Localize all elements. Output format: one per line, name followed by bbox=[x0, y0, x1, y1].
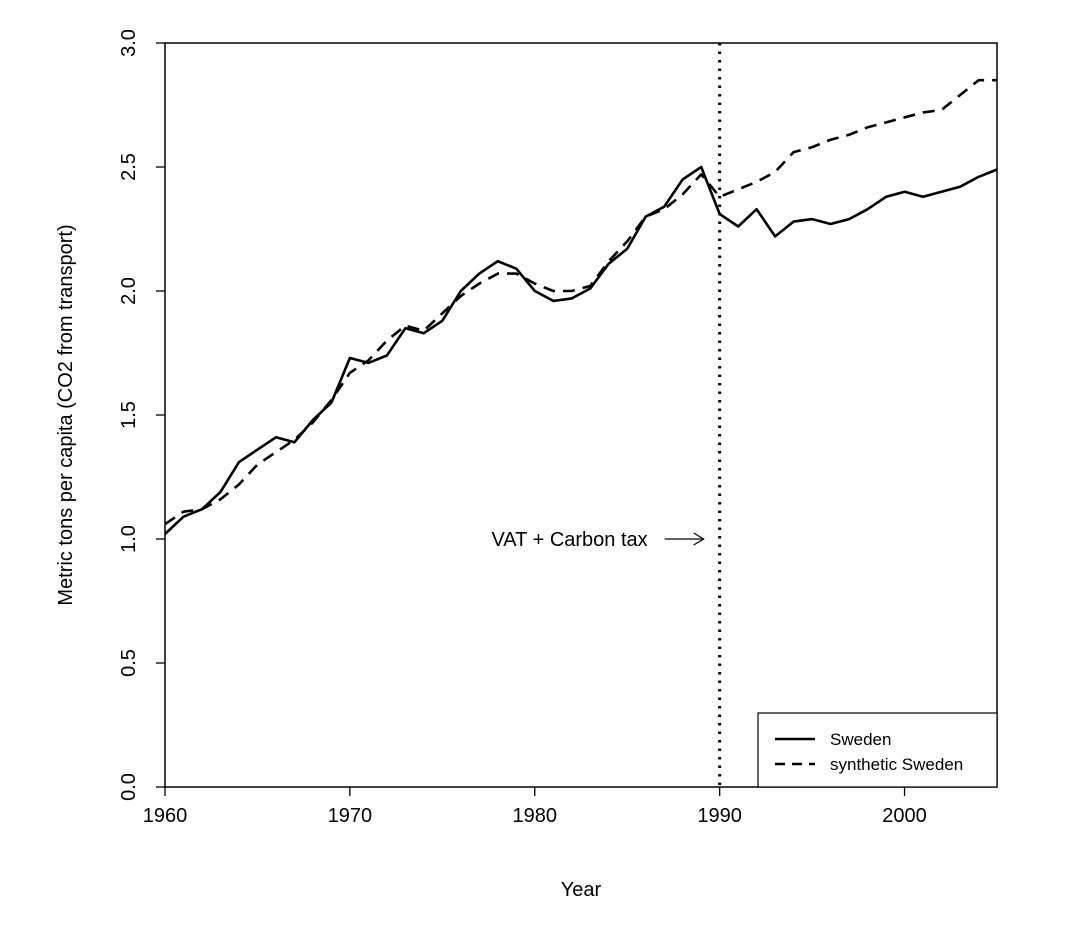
plot-frame bbox=[164, 42, 998, 788]
series-line-0 bbox=[164, 165, 998, 535]
legend-label-0: Sweden bbox=[830, 730, 891, 749]
y-tick-label-2.5: 2.5 bbox=[118, 153, 140, 181]
y-tick-label-0.0: 0.0 bbox=[118, 773, 140, 801]
x-axis-title: Year bbox=[561, 879, 602, 901]
x-tick-label-1960: 1960 bbox=[143, 805, 188, 827]
series-line-1 bbox=[164, 78, 997, 526]
x-tick-label-1980: 1980 bbox=[513, 805, 558, 827]
axes: 1960 1970 1980 1990 2000 0.0 0.5 1.0 1.5 2.0 2.5 3.… bbox=[118, 29, 927, 827]
x-tick-label-1990: 1990 bbox=[697, 805, 742, 827]
legend-label-1: synthetic Sweden bbox=[830, 755, 963, 774]
plot-area bbox=[164, 42, 998, 788]
y-axis-title: Metric tons per capita (CO2 from transpo… bbox=[55, 224, 77, 605]
y-tick-label-1.0: 1.0 bbox=[118, 525, 140, 553]
x-tick-label-2000: 2000 bbox=[882, 805, 927, 827]
x-tick-label-1970: 1970 bbox=[328, 805, 373, 827]
y-tick-label-2.0: 2.0 bbox=[118, 277, 140, 305]
series-layer bbox=[164, 43, 998, 787]
annotation-layer: VAT + Carbon tax bbox=[491, 529, 705, 551]
legend: Sweden synthetic Sweden bbox=[757, 712, 998, 788]
annotation-arrowhead bbox=[693, 532, 705, 546]
y-tick-label-3.0: 3.0 bbox=[118, 29, 140, 57]
annotation-text: VAT + Carbon tax bbox=[491, 529, 647, 551]
y-tick-label-0.5: 0.5 bbox=[118, 649, 140, 677]
y-tick-label-1.5: 1.5 bbox=[118, 401, 140, 429]
legend-box bbox=[757, 712, 998, 788]
